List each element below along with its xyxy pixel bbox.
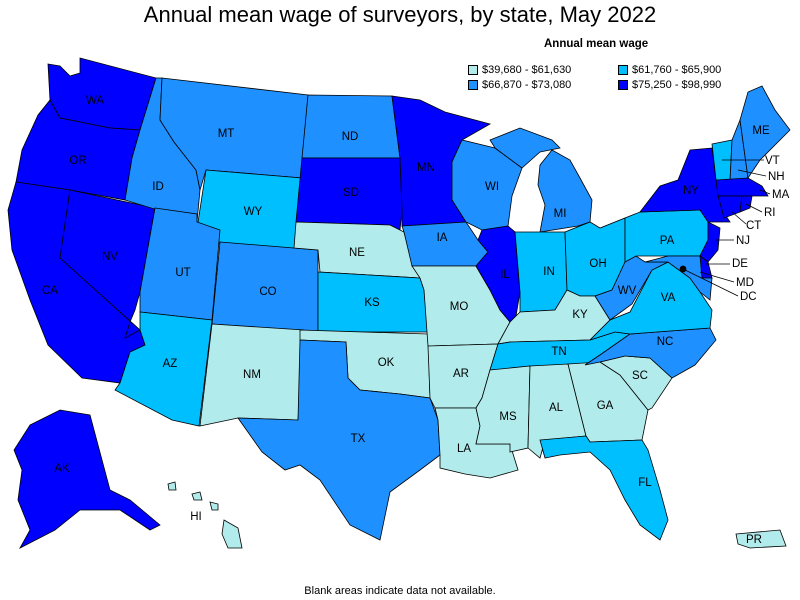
legend-label: $39,680 - $61,630 bbox=[482, 64, 572, 76]
label-mi: MI bbox=[554, 208, 567, 220]
legend-swatch bbox=[468, 65, 478, 75]
label-vt: VT bbox=[765, 155, 780, 167]
state-ut[interactable] bbox=[139, 207, 221, 321]
legend-item: $66,870 - $73,080 bbox=[468, 79, 618, 91]
label-co: CO bbox=[259, 286, 276, 298]
legend-label: $75,250 - $98,990 bbox=[632, 79, 722, 91]
label-sc: SC bbox=[632, 370, 648, 382]
legend-item: $75,250 - $98,990 bbox=[618, 79, 778, 91]
label-ky: KY bbox=[572, 309, 588, 321]
label-hi: HI bbox=[190, 511, 202, 523]
label-wa: WA bbox=[86, 95, 104, 107]
label-wv: WV bbox=[618, 285, 637, 297]
label-ca: CA bbox=[42, 285, 58, 297]
label-in: IN bbox=[543, 266, 555, 278]
label-ok: OK bbox=[378, 357, 395, 369]
legend-swatch bbox=[618, 65, 628, 75]
map-title: Annual mean wage of surveyors, by state,… bbox=[143, 2, 657, 27]
label-mo: MO bbox=[450, 301, 469, 313]
label-al: AL bbox=[549, 402, 564, 414]
state-nc[interactable] bbox=[584, 327, 717, 379]
label-oh: OH bbox=[589, 258, 606, 270]
label-il: IL bbox=[500, 269, 510, 281]
legend-item: $39,680 - $61,630 bbox=[468, 64, 618, 76]
legend-item: $61,760 - $65,900 bbox=[618, 64, 778, 76]
footnote: Blank areas indicate data not available. bbox=[304, 585, 496, 597]
state-nd[interactable] bbox=[301, 94, 401, 159]
label-leader-lines bbox=[682, 159, 771, 297]
label-nv: NV bbox=[102, 251, 118, 263]
label-me: ME bbox=[752, 125, 770, 137]
state-wi[interactable] bbox=[451, 139, 523, 231]
label-dc: DC bbox=[740, 291, 757, 303]
label-or: OR bbox=[69, 155, 86, 167]
label-ri: RI bbox=[764, 207, 776, 219]
label-ms: MS bbox=[499, 411, 517, 423]
label-sd: SD bbox=[343, 187, 359, 199]
state-il[interactable] bbox=[475, 225, 521, 323]
state-tx[interactable] bbox=[237, 339, 441, 541]
label-nj: NJ bbox=[736, 235, 750, 247]
state-ct[interactable] bbox=[717, 195, 743, 219]
state-ma[interactable] bbox=[715, 177, 769, 197]
label-ct: CT bbox=[746, 220, 761, 232]
label-nc: NC bbox=[657, 336, 674, 348]
state-hi[interactable] bbox=[167, 481, 243, 549]
label-nm: NM bbox=[243, 369, 261, 381]
label-la: LA bbox=[457, 443, 471, 455]
label-de: DE bbox=[732, 258, 748, 270]
label-ia: IA bbox=[437, 232, 448, 244]
label-va: VA bbox=[661, 292, 676, 304]
legend-swatch bbox=[468, 80, 478, 90]
label-wy: WY bbox=[244, 206, 263, 218]
label-mn: MN bbox=[417, 162, 435, 174]
label-wi: WI bbox=[485, 181, 499, 193]
label-tx: TX bbox=[351, 433, 366, 445]
label-md: MD bbox=[736, 277, 754, 289]
legend-label: $66,870 - $73,080 bbox=[482, 79, 572, 91]
label-nh: NH bbox=[768, 171, 785, 183]
state-in[interactable] bbox=[514, 231, 568, 313]
state-pr[interactable] bbox=[735, 529, 787, 549]
label-ak: AK bbox=[54, 463, 70, 475]
state-az[interactable] bbox=[114, 311, 213, 427]
legend-label: $61,760 - $65,900 bbox=[632, 64, 722, 76]
label-ks: KS bbox=[364, 297, 380, 309]
label-fl: FL bbox=[638, 477, 652, 489]
state-ak[interactable] bbox=[13, 409, 161, 549]
label-ut: UT bbox=[175, 267, 190, 279]
label-id: ID bbox=[152, 181, 164, 193]
label-ny: NY bbox=[683, 185, 699, 197]
state-fl[interactable] bbox=[539, 435, 669, 541]
label-az: AZ bbox=[163, 358, 178, 370]
label-ga: GA bbox=[597, 400, 614, 412]
state-me[interactable] bbox=[739, 85, 791, 180]
legend-title: Annual mean wage bbox=[544, 38, 649, 50]
legend: Annual mean wage $39,680 - $61,630 $61,7… bbox=[468, 38, 788, 91]
label-nd: ND bbox=[342, 131, 359, 143]
label-ne: NE bbox=[349, 247, 365, 259]
state-md[interactable] bbox=[644, 255, 713, 301]
label-ar: AR bbox=[453, 368, 469, 380]
legend-swatch bbox=[618, 80, 628, 90]
label-mt: MT bbox=[218, 128, 235, 140]
label-pr: PR bbox=[746, 534, 762, 546]
label-pa: PA bbox=[660, 235, 675, 247]
label-tn: TN bbox=[551, 346, 566, 358]
label-ma: MA bbox=[772, 189, 790, 201]
